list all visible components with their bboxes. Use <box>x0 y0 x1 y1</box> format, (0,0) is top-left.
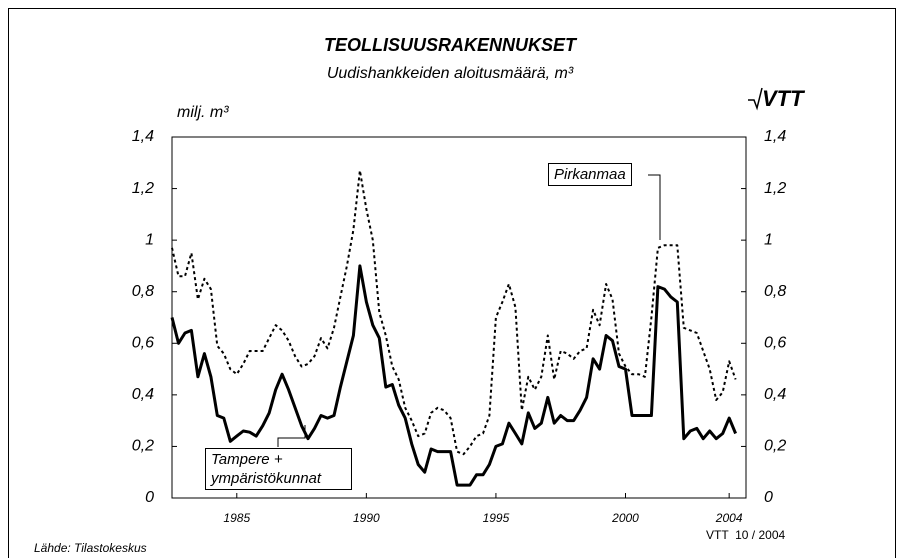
source: Lähde: Tilastokeskus <box>34 541 147 555</box>
y-tick-label: 1,2 <box>132 180 154 197</box>
y-tick-label: 1 <box>145 231 154 248</box>
chart-subtitle: Uudishankkeiden aloitusmäärä, m³ <box>327 65 574 82</box>
y2-tick-label: 0,6 <box>764 335 786 352</box>
leader-line <box>648 174 661 240</box>
y-tick-label: 0,4 <box>132 386 154 403</box>
x-tick-label: 2004 <box>715 511 743 525</box>
x-tick-label: 1990 <box>353 511 380 525</box>
x-tick-label: 2000 <box>611 511 639 525</box>
series-label: Tampere + ympäristökunnat <box>205 448 352 490</box>
y2-tick-label: 1,4 <box>764 128 786 145</box>
chart-title: TEOLLISUUSRAKENNUKSET <box>324 35 578 55</box>
y-tick-label: 1,4 <box>132 128 154 145</box>
y-tick-label: 0 <box>145 489 154 506</box>
series-line <box>170 264 737 487</box>
footer: VTT 10 / 2004 <box>706 528 785 542</box>
y2-tick-label: 0 <box>764 489 773 506</box>
frame <box>8 8 896 558</box>
x-tick-label: 1995 <box>483 511 510 525</box>
y2-tick-label: 1,2 <box>764 180 786 197</box>
y-tick-label: 0,2 <box>132 438 154 455</box>
logo-mark <box>748 87 763 111</box>
series-line <box>171 169 737 456</box>
x-tick-label: 1985 <box>223 511 250 525</box>
y-tick-label: 0,8 <box>132 283 154 300</box>
y2-tick-label: 0,2 <box>764 438 786 455</box>
y2-tick-label: 0,4 <box>764 386 786 403</box>
leader-line <box>277 425 306 447</box>
y-axis-label: milj. m³ <box>177 104 229 121</box>
series-label: Pirkanmaa <box>548 163 632 186</box>
y2-tick-label: 0,8 <box>764 283 786 300</box>
logo: VTT <box>762 86 805 111</box>
y-tick-label: 0,6 <box>132 335 154 352</box>
y2-tick-label: 1 <box>764 231 773 248</box>
